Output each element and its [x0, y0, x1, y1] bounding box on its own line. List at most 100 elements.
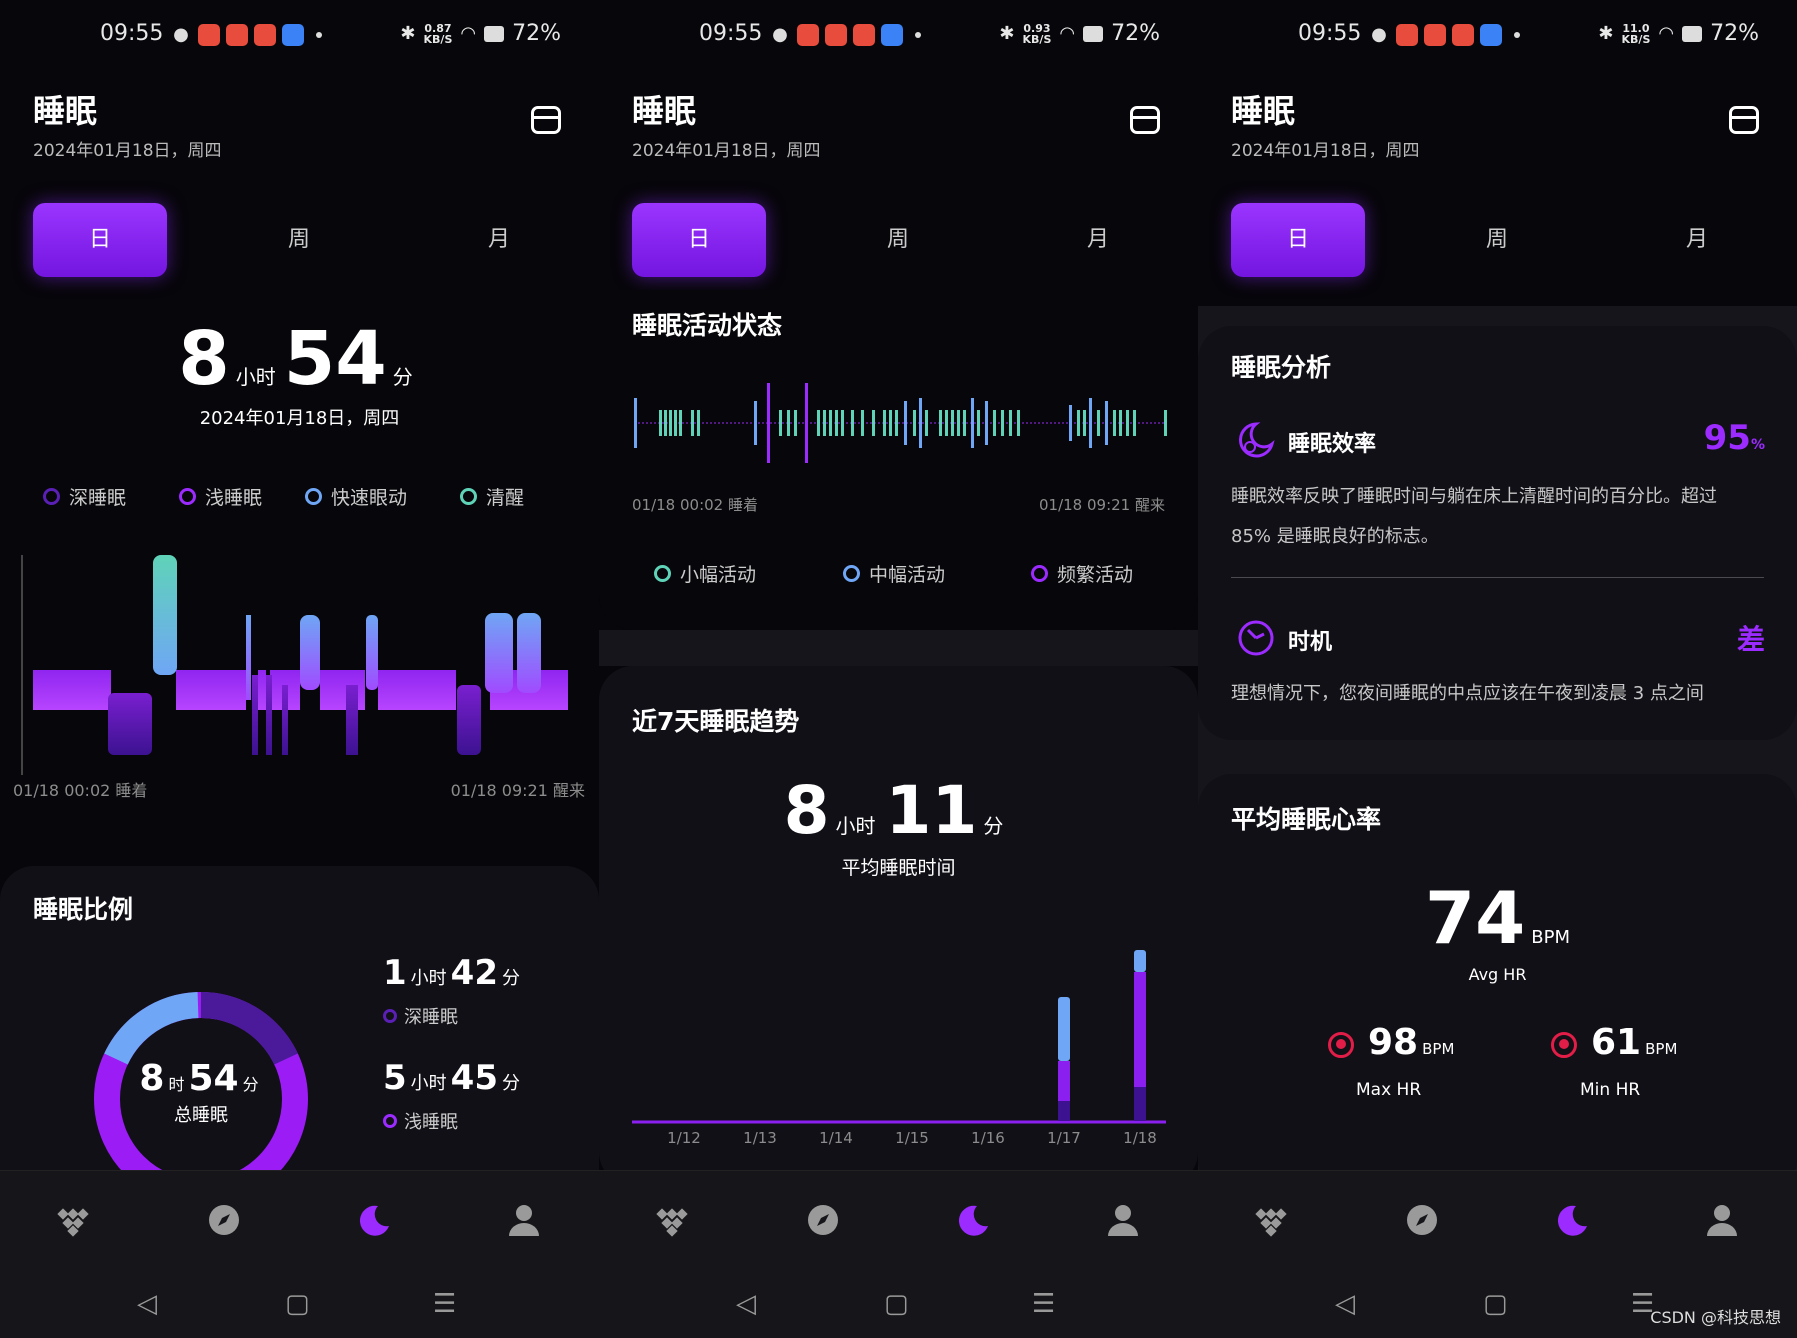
sleep-start-label: 01/18 00:02 睡着 [13, 781, 148, 800]
health-grid-icon[interactable] [55, 1202, 91, 1238]
activity-mark [851, 410, 854, 436]
max-hr-label: Max HR [1356, 1080, 1422, 1100]
trend-x-label: 1/14 [819, 1129, 853, 1147]
stage-light [320, 670, 365, 710]
app-notification-icon [1452, 24, 1474, 46]
tab-week[interactable]: 周 [1485, 227, 1508, 252]
min-hr-icon [1551, 1032, 1577, 1058]
timing-label: 时机 [1288, 630, 1333, 655]
moon-icon[interactable] [1554, 1202, 1590, 1238]
donut-deep [200, 992, 298, 1065]
moon-icon[interactable] [955, 1202, 991, 1238]
back-icon[interactable]: ◁ [736, 1289, 756, 1319]
sleep-duration: 8 小时 54 分 [178, 316, 413, 402]
sim-icon [1083, 25, 1104, 42]
trend-bar-1/18-浅睡眠 [1134, 972, 1146, 1087]
sleep-stage-chart [21, 555, 568, 775]
activity-mark [659, 410, 662, 436]
compass-icon[interactable] [206, 1202, 242, 1238]
health-grid-icon[interactable] [1253, 1202, 1289, 1238]
status-bar: 09:55 ● ✱ 0.93 KB/S ◠ 72% [699, 21, 1160, 46]
calendar-icon[interactable] [531, 106, 561, 134]
tab-day[interactable]: 日 [1231, 203, 1365, 277]
activity-start: 01/18 00:02 睡着 [632, 496, 758, 514]
home-icon[interactable]: ▢ [285, 1289, 310, 1319]
activity-mark [779, 410, 782, 436]
activity-mark [977, 410, 980, 436]
wifi-icon: ◠ [460, 23, 477, 44]
tab-day[interactable]: 日 [632, 203, 766, 277]
light-sleep-stat: 5 小时 45 分 浅睡眠 [383, 1058, 520, 1133]
activity-mark [945, 410, 948, 436]
trend-bar-1/18-快速眼动 [1134, 950, 1146, 972]
bluetooth-icon: ✱ [999, 23, 1015, 44]
bottom-nav: ◁ ▢ ☰ [1198, 1170, 1797, 1338]
wake-label: 01/18 09:21 醒来 [450, 781, 585, 800]
wechat-icon: ● [173, 24, 189, 45]
app-notification-icon [1396, 24, 1418, 46]
compass-icon[interactable] [1404, 1202, 1440, 1238]
menu-icon[interactable]: ☰ [433, 1289, 457, 1319]
activity-mark [1164, 410, 1167, 436]
trend-bar-1/17-深睡眠 [1058, 1101, 1070, 1121]
calendar-icon[interactable] [1729, 106, 1759, 134]
trend-card [599, 666, 1198, 1186]
health-grid-icon[interactable] [654, 1202, 690, 1238]
period-tabs: 日 周 月 [33, 203, 566, 277]
activity-mark [1089, 398, 1092, 448]
tab-day[interactable]: 日 [33, 203, 167, 277]
activity-mark [971, 398, 974, 448]
stage-deep [108, 693, 152, 755]
home-icon[interactable]: ▢ [884, 1289, 909, 1319]
screen-activity-trend: 09:55 ● ✱ 0.93 KB/S ◠ 72% 睡眠 2024年01月18日，… [599, 0, 1198, 1338]
page-date: 2024年01月18日，周四 [632, 141, 821, 161]
duration-date: 2024年01月18日，周四 [199, 408, 400, 429]
page-date: 2024年01月18日，周四 [33, 141, 222, 161]
activity-end: 01/18 09:21 醒来 [1039, 496, 1165, 514]
activity-mark [787, 410, 790, 436]
screen-day-overview: 09:55 ● ✱ 0.87 KB/S ◠ 72% 睡眠 2024年01月18日，… [0, 0, 599, 1338]
activity-mark [664, 410, 667, 436]
tab-week[interactable]: 周 [886, 227, 909, 252]
legend-awake: 清醒 [460, 483, 524, 510]
activity-mark [883, 410, 886, 436]
page-title: 睡眠 [1231, 92, 1296, 130]
stage-legend: 深睡眠 浅睡眠 快速眼动 清醒 [43, 483, 524, 510]
compass-icon[interactable] [805, 1202, 841, 1238]
app-notification-icon [1424, 24, 1446, 46]
profile-icon[interactable] [1704, 1202, 1740, 1238]
menu-icon[interactable]: ☰ [1032, 1289, 1056, 1319]
activity-mark [1077, 410, 1080, 436]
timing-desc: 理想情况下，您夜间睡眠的中点应该在午夜到凌晨 3 点之间 [1231, 683, 1704, 704]
stage-rem [517, 613, 541, 693]
bottom-nav: ◁ ▢ ☰ [0, 1170, 599, 1338]
max-hr: 98 BPM [1368, 1022, 1455, 1063]
divider [1231, 577, 1764, 578]
tab-month[interactable]: 月 [1086, 227, 1109, 252]
profile-icon[interactable] [1105, 1202, 1141, 1238]
status-bar: 09:55 ● ✱ 0.87 KB/S ◠ 72% [100, 21, 561, 46]
back-icon[interactable]: ◁ [137, 1289, 157, 1319]
avg-sleep-label: 平均睡眠时间 [841, 857, 956, 879]
home-icon[interactable]: ▢ [1483, 1289, 1508, 1319]
profile-icon[interactable] [506, 1202, 542, 1238]
moon-icon[interactable] [356, 1202, 392, 1238]
trend-chart [632, 950, 1166, 1124]
app-notification-icon [797, 24, 819, 46]
menu-icon[interactable]: ☰ [1631, 1289, 1655, 1319]
stage-light [176, 670, 246, 710]
back-icon[interactable]: ◁ [1335, 1289, 1355, 1319]
tab-month[interactable]: 月 [487, 227, 510, 252]
stage-deep [457, 685, 481, 755]
activity-chart [634, 383, 1167, 463]
tab-week[interactable]: 周 [287, 227, 310, 252]
activity-mark [794, 410, 797, 436]
activity-mark [993, 410, 996, 436]
tab-month[interactable]: 月 [1685, 227, 1708, 252]
page-title: 睡眠 [33, 92, 98, 130]
activity-mark [817, 410, 820, 436]
activity-mark [925, 410, 928, 436]
status-time: 09:55 [100, 21, 164, 46]
activity-mark [872, 410, 875, 436]
calendar-icon[interactable] [1130, 106, 1160, 134]
